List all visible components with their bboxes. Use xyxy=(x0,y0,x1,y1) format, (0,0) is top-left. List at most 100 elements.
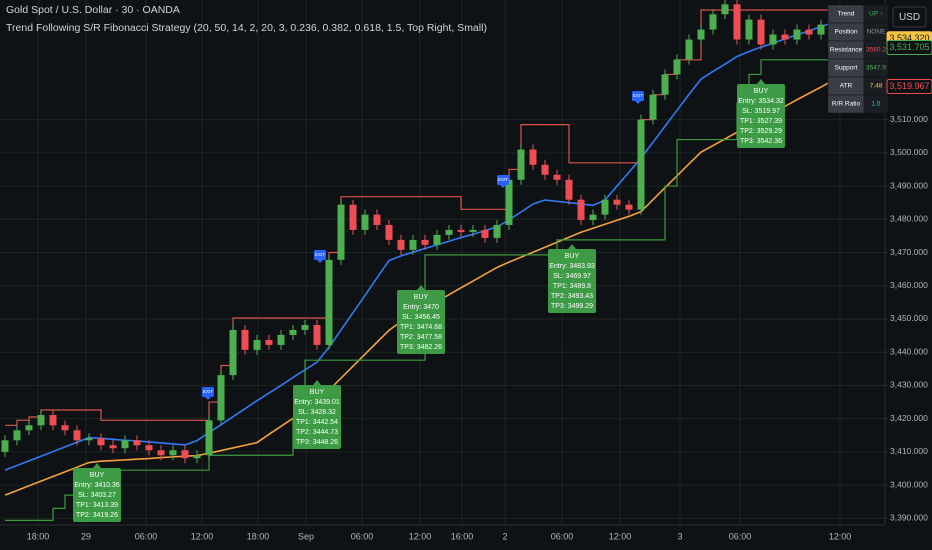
buy-label-text: TP2: 3529.29 xyxy=(740,128,782,135)
x-tick-label: 2 xyxy=(503,531,508,541)
exit-label: EXIT xyxy=(203,389,213,394)
candle-body xyxy=(625,204,633,210)
candle-body xyxy=(73,430,81,441)
candle-body xyxy=(769,34,777,45)
x-tick-label: 12:00 xyxy=(829,531,852,541)
candle-body xyxy=(13,430,21,441)
candle-body xyxy=(517,149,525,180)
buy-label-text: TP3: 3448.26 xyxy=(296,439,338,446)
buy-label-text: TP3: 3542.36 xyxy=(740,138,782,145)
candle-body xyxy=(721,4,729,15)
candle-body xyxy=(385,224,393,240)
candle-body xyxy=(157,450,165,456)
buy-pointer xyxy=(417,285,425,290)
candle-body xyxy=(349,204,357,230)
candle-body xyxy=(409,239,417,250)
candle-body xyxy=(781,34,789,40)
price-tag xyxy=(886,79,932,95)
candle-body xyxy=(469,229,477,232)
y-tick-label: 3,510.000 xyxy=(890,114,928,124)
x-tick-label: Sep xyxy=(298,531,314,541)
buy-label-text: SL: 3428.32 xyxy=(298,409,336,416)
buy-pointer xyxy=(93,463,101,468)
overlay-line xyxy=(4,13,858,471)
exit-label: EXIT xyxy=(315,252,325,257)
y-tick-label: 3,450.000 xyxy=(890,313,928,323)
table-label: ATR xyxy=(840,83,853,90)
buy-label-text: BUY xyxy=(754,88,769,95)
chart-subtitle: Trend Following S/R Fibonacci Strategy (… xyxy=(6,22,487,34)
candle-body xyxy=(133,440,141,446)
candle-body xyxy=(553,174,561,180)
x-tick-label: 29 xyxy=(81,531,91,541)
table-label: R/R Ratio xyxy=(832,101,861,108)
candle-body xyxy=(289,329,297,335)
buy-label-text: TP2: 3477.58 xyxy=(400,334,442,341)
exit-marker xyxy=(497,175,509,185)
exit-pointer xyxy=(205,397,211,400)
candle-body xyxy=(217,375,225,421)
time-axis-panel xyxy=(0,525,885,550)
candle-body xyxy=(193,455,201,459)
buy-label-box xyxy=(397,290,445,354)
x-tick-label: 06:00 xyxy=(551,531,574,541)
candle-body xyxy=(109,445,117,449)
currency-button[interactable] xyxy=(892,6,927,28)
y-tick-label: 3,500.000 xyxy=(890,147,928,157)
y-tick-label: 3,470.000 xyxy=(890,247,928,257)
chart-title: Gold Spot / U.S. Dollar · 30 · OANDA xyxy=(6,4,180,16)
candle-body xyxy=(613,199,621,205)
x-tick-label: 16:00 xyxy=(451,531,474,541)
buy-label-text: TP1: 3489.8 xyxy=(553,283,591,290)
table-value: 3560.2 xyxy=(866,47,886,54)
candle-body xyxy=(97,438,105,446)
table-value: NONE xyxy=(867,29,886,36)
candle-body xyxy=(589,214,597,220)
buy-label-text: TP2: 3444.73 xyxy=(296,429,338,436)
buy-label-text: BUY xyxy=(414,294,429,301)
y-tick-label: 3,430.000 xyxy=(890,380,928,390)
currency-label[interactable]: USD xyxy=(899,12,920,23)
candle-body xyxy=(181,450,189,459)
buy-label-text: Entry: 3483.93 xyxy=(549,263,595,270)
x-tick-label: 3 xyxy=(677,531,682,541)
buy-label-text: SL: 3519.97 xyxy=(742,108,780,115)
buy-label-box xyxy=(548,249,596,313)
table-value-cell xyxy=(863,94,889,114)
candle-body xyxy=(49,415,57,426)
buy-label-text: BUY xyxy=(90,472,105,479)
candle-body xyxy=(421,239,429,245)
price-tag-label: 3,519.967 xyxy=(889,81,929,91)
buy-label-text: SL: 3469.97 xyxy=(553,273,591,280)
candle-body xyxy=(481,229,489,238)
x-tick-label: 12:00 xyxy=(409,531,432,541)
y-tick-label: 3,420.000 xyxy=(890,413,928,423)
exit-pointer xyxy=(635,101,641,104)
buy-label-text: Entry: 3439.01 xyxy=(294,399,340,406)
buy-label-text: Entry: 3410.36 xyxy=(74,482,120,489)
candle-body xyxy=(301,324,309,330)
candle-body xyxy=(85,438,93,441)
exit-label: EXIT xyxy=(498,177,508,182)
candle-body xyxy=(373,214,381,225)
buy-label-text: TP2: 3419.26 xyxy=(76,512,118,519)
candle-body xyxy=(745,19,753,40)
price-tag-label: 3,534.320 xyxy=(889,33,929,43)
candle-body xyxy=(241,329,249,350)
candle-body xyxy=(277,334,285,345)
buy-label-text: TP2: 3493.43 xyxy=(551,293,593,300)
buy-label-text: TP1: 3527.39 xyxy=(740,118,782,125)
buy-pointer xyxy=(757,79,765,84)
y-tick-label: 3,390.000 xyxy=(890,513,928,523)
candle-body xyxy=(505,179,513,225)
buy-label-text: TP3: 3499.29 xyxy=(551,303,593,310)
buy-label-text: BUY xyxy=(565,253,580,260)
candle-body xyxy=(529,149,537,165)
table-value: 1.5 xyxy=(871,101,880,108)
buy-label-box xyxy=(737,84,785,148)
table-value: 7.48 xyxy=(870,83,883,90)
candle-body xyxy=(445,229,453,235)
candle-body xyxy=(61,425,69,431)
